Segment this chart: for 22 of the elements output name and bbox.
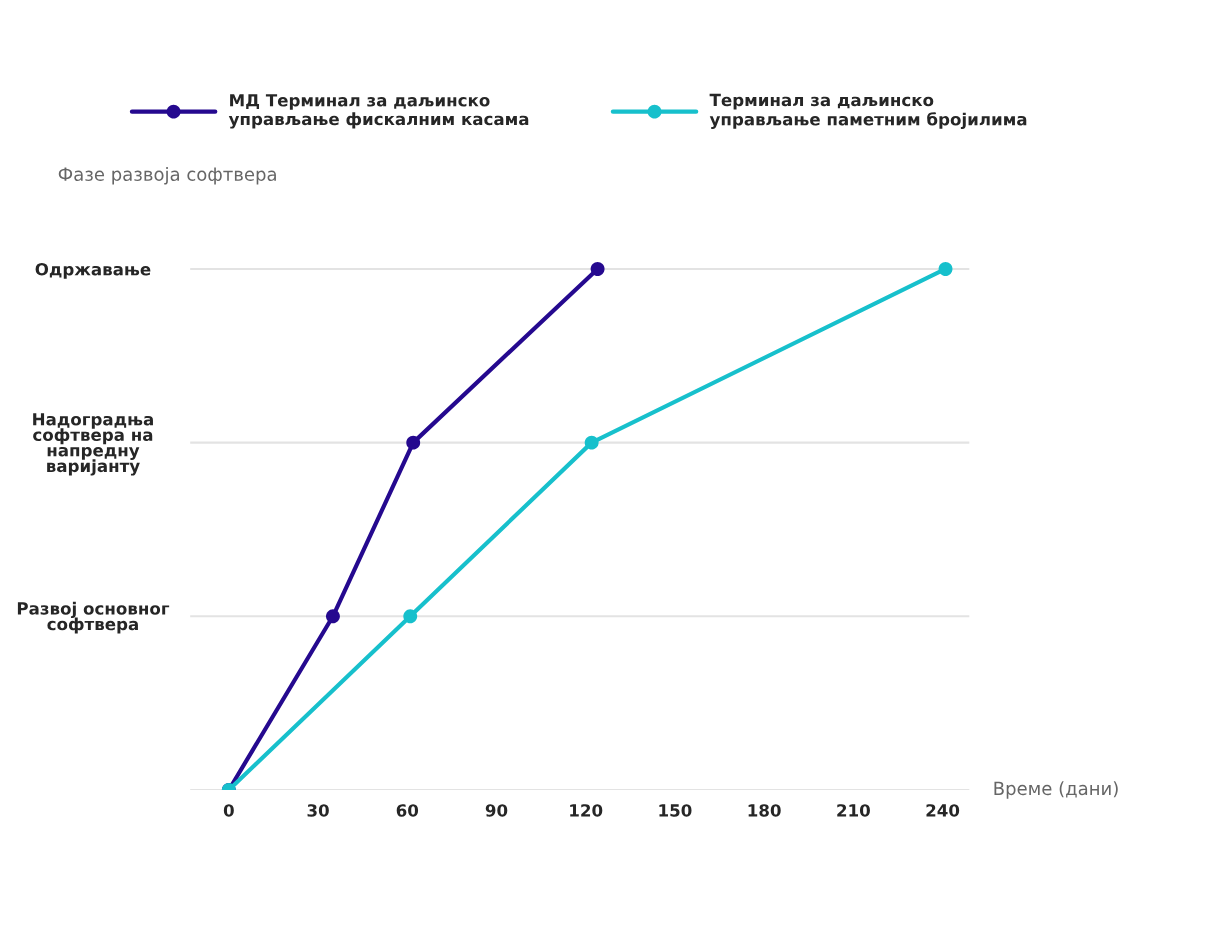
- legend-label: МД Терминал за даљинско управљање фискалним касама: [228, 94, 529, 129]
- point: [584, 435, 599, 450]
- y-tick-label: Развој основног софтвера: [17, 601, 170, 634]
- y-axis-title: Фазе развоја софтвера: [58, 167, 276, 185]
- point: [325, 609, 340, 624]
- point: [406, 435, 421, 450]
- point: [938, 262, 953, 276]
- y-tick-label: Надоградња софтвера на напредну варијанту: [33, 413, 153, 476]
- x-tick-label: 30: [307, 804, 329, 817]
- point: [403, 609, 418, 624]
- point: [590, 262, 605, 276]
- x-tick-label: 240: [926, 804, 960, 817]
- x-axis-title: Време (дани): [994, 781, 1118, 799]
- x-tick-label: 90: [485, 804, 508, 817]
- legend-label: Терминал за даљинско управљање паметним бројилима: [709, 93, 1027, 129]
- x-tick-label: 120: [570, 804, 603, 817]
- y-tick-label: Одржавање: [35, 262, 151, 279]
- x-tick-label: 180: [748, 804, 781, 817]
- x-tick-label: 60: [396, 804, 419, 817]
- x-tick-label: 210: [837, 804, 870, 817]
- x-tick-label: 150: [659, 804, 692, 817]
- x-tick-label: 0: [223, 804, 234, 817]
